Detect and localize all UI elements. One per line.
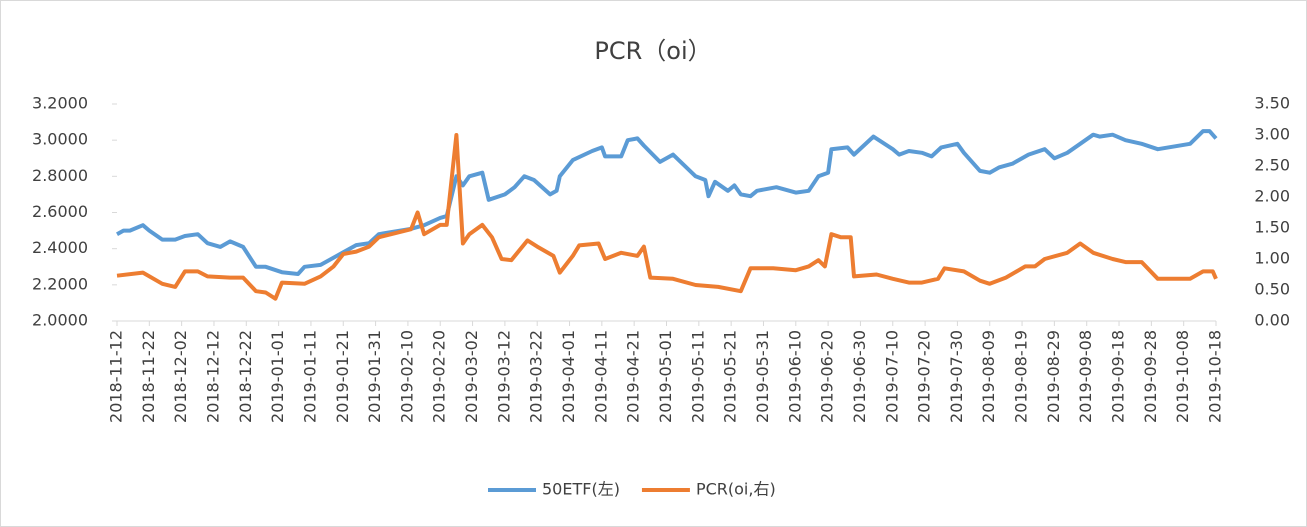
x-tick-label: 2019-06-20 [818,330,837,423]
x-tick-label: 2019-09-28 [1141,330,1160,423]
y-tick-label: 2.4000 [32,238,88,257]
x-tick-label: 2019-02-10 [397,330,416,423]
x-tick-label: 2019-08-29 [1044,330,1063,423]
x-tick-label: 2019-08-19 [1012,330,1031,423]
x-tick-label: 2019-10-18 [1206,330,1225,423]
x-tick-label: 2019-01-31 [365,330,384,423]
legend-label: PCR(oi,右) [696,480,776,499]
y2-tick-label: 2.50 [1254,156,1290,175]
x-tick-label: 2018-11-22 [139,330,158,423]
line-series [116,133,1218,301]
x-tick-label: 2018-12-12 [203,330,222,423]
legend-label: 50ETF(左) [542,480,620,499]
y2-tick-label: 0.50 [1254,280,1290,299]
y2-tick-label: 3.50 [1254,94,1290,113]
x-tick-label: 2019-01-01 [268,330,287,423]
chart-title: PCR（oi） [594,37,711,65]
x-tick-label: 2019-05-31 [753,330,772,423]
y-tick-label: 2.0000 [32,311,88,330]
x-tick-label: 2019-10-08 [1173,330,1192,423]
x-tick-label: 2018-12-02 [171,330,190,423]
y2-tick-label: 0.00 [1254,311,1290,330]
y-tick-label: 2.8000 [32,166,88,185]
x-tick-label: 2019-09-08 [1076,330,1095,423]
x-tick-label: 2019-01-21 [333,330,352,423]
x-tick-label: 2019-05-01 [656,330,675,423]
x-tick-label: 2019-04-21 [624,330,643,423]
x-tick-label: 2018-12-22 [236,330,255,423]
y2-tick-label: 1.00 [1254,249,1290,268]
line-series [116,129,1218,276]
y2-tick-label: 3.00 [1254,125,1290,144]
x-tick-label: 2019-03-02 [462,330,481,423]
x-tick-label: 2019-05-11 [688,330,707,423]
x-tick-label: 2019-02-20 [430,330,449,423]
y-tick-label: 2.6000 [32,202,88,221]
y-tick-label: 3.2000 [32,94,88,113]
x-tick-label: 2019-09-18 [1109,330,1128,423]
x-tick-label: 2019-06-30 [850,330,869,423]
x-tick-label: 2019-04-11 [591,330,610,423]
x-tick-label: 2019-03-12 [494,330,513,423]
y2-tick-label: 2.00 [1254,187,1290,206]
x-tick-label: 2019-07-10 [882,330,901,423]
y-tick-label: 2.2000 [32,274,88,293]
x-tick-label: 2019-06-10 [785,330,804,423]
x-tick-label: 2019-07-20 [915,330,934,423]
x-tick-label: 2019-08-09 [979,330,998,423]
y2-tick-label: 1.50 [1254,218,1290,237]
x-tick-label: 2019-01-11 [300,330,319,423]
x-tick-label: 2018-11-12 [107,330,126,423]
y-tick-label: 3.0000 [32,130,88,149]
x-tick-label: 2019-03-22 [527,330,546,423]
x-tick-label: 2019-05-21 [721,330,740,423]
x-tick-label: 2019-07-30 [947,330,966,423]
x-tick-label: 2019-04-01 [559,330,578,423]
